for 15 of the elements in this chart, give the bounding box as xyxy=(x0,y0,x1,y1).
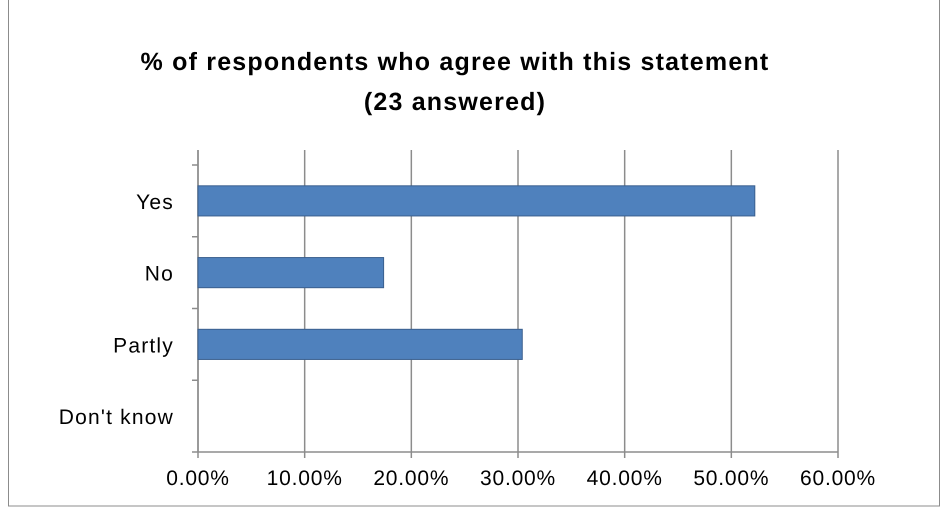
x-tick-label: 10.00% xyxy=(266,467,343,490)
x-tick-label: 0.00% xyxy=(166,467,230,490)
y-tick-label: Yes xyxy=(136,190,174,214)
bar xyxy=(198,328,523,360)
chart-title: % of respondents who agree with this statement (23 answered) xyxy=(140,48,770,116)
y-tick-label: Don't know xyxy=(58,406,174,430)
y-tick-label: Partly xyxy=(113,334,174,358)
x-tick-label: 60.00% xyxy=(800,467,876,490)
y-tick-label: No xyxy=(144,262,174,286)
x-tick-label: 30.00% xyxy=(480,467,556,490)
bar xyxy=(198,257,384,288)
bar xyxy=(198,185,756,216)
x-tick-label: 20.00% xyxy=(373,467,450,490)
x-tick-label: 50.00% xyxy=(693,467,770,490)
x-tick-label: 40.00% xyxy=(586,467,663,490)
